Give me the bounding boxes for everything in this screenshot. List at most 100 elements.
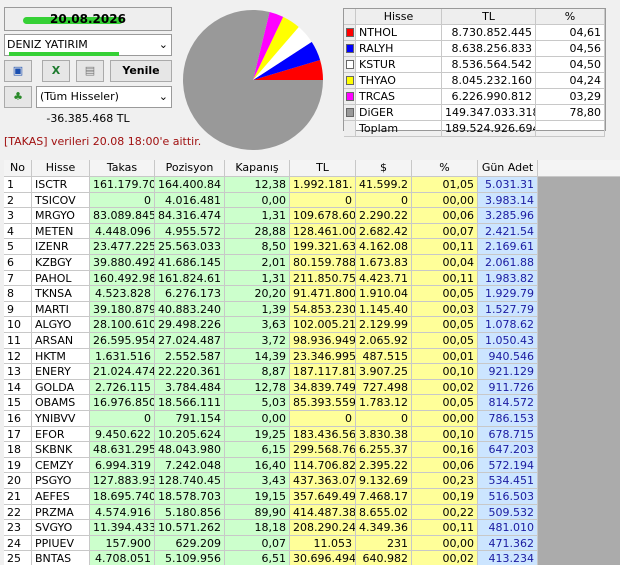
total-name: Toplam (356, 121, 442, 137)
table-cell: 114.706.82 (290, 457, 356, 474)
column-header: Hisse (32, 160, 90, 177)
table-cell: 22 (4, 504, 32, 521)
table-cell: 00,05 (412, 317, 478, 333)
table-cell: 54.853.230 (290, 301, 356, 318)
legend-pct: 78,80 (536, 105, 605, 121)
group-button[interactable]: ♣ (4, 86, 32, 108)
table-cell: 12,38 (225, 177, 290, 193)
table-cell: 00,10 (412, 426, 478, 443)
broker-select[interactable]: DENIZ YATIRIM ⌄ (4, 34, 172, 56)
swatch-color (346, 92, 354, 101)
date-box[interactable]: 20.08.2026 (4, 7, 172, 31)
table-cell: 3.830.38 (356, 426, 412, 443)
refresh-button[interactable]: Yenile (110, 60, 172, 82)
table-cell: 21.024.474 (90, 364, 155, 380)
table-cell: 161.824.61 (155, 270, 225, 287)
broker: DENIZ YATIRIM (7, 38, 88, 51)
table-cell: 786.153 (478, 411, 538, 427)
legend-header: % (536, 9, 605, 25)
table-cell: 0 (290, 411, 356, 427)
table-cell: PPIUEV (32, 535, 90, 552)
table-cell: 8.655.02 (356, 504, 412, 521)
table-cell: 27.024.487 (155, 333, 225, 349)
table-cell: 534.451 (478, 473, 538, 489)
table-cell: IZENR (32, 239, 90, 255)
swatch-color (346, 76, 354, 85)
total-pct (536, 121, 605, 137)
highlight (23, 17, 123, 24)
table-cell: 11.053 (290, 535, 356, 552)
table-cell: 00,16 (412, 442, 478, 458)
arrow: ⌄ (158, 90, 168, 103)
column-header: Gün Adet (478, 160, 538, 177)
table-cell: MARTI (32, 301, 90, 318)
table-cell: 127.883.93 (90, 473, 155, 489)
table-cell: 509.532 (478, 504, 538, 521)
column-header: $ (356, 160, 412, 177)
table-cell: 160.492.98 (90, 270, 155, 287)
pie-slice (183, 10, 323, 150)
table-cell: 18 (4, 442, 32, 458)
print-button[interactable]: ▤ (76, 60, 104, 82)
table-cell: 1.929.79 (478, 286, 538, 302)
column-header: Kapanış (225, 160, 290, 177)
table-cell: 2.065.92 (356, 333, 412, 349)
table-cell: 1.631.516 (90, 348, 155, 365)
table-cell: 00,00 (412, 535, 478, 552)
save-button[interactable]: ▣ (4, 60, 32, 82)
highlight (9, 52, 119, 56)
table-cell: PRZMA (32, 504, 90, 521)
table-cell: 1.145.40 (356, 301, 412, 318)
column-header: No (4, 160, 32, 177)
filter-select[interactable]: (Tüm Hisseler) ⌄ (36, 86, 172, 108)
table-cell: 481.010 (478, 520, 538, 536)
table-cell: HKTM (32, 348, 90, 365)
net-total: -36.385.468 TL (46, 112, 130, 125)
table-cell: 4.162.08 (356, 239, 412, 255)
table-cell: 1,39 (225, 301, 290, 318)
legend-tl: 8.730.852.445 (442, 25, 536, 41)
table-cell: TSICOV (32, 192, 90, 209)
table-cell: 00,11 (412, 239, 478, 255)
table-cell: 00,11 (412, 520, 478, 536)
legend-pct: 04,61 (536, 25, 605, 41)
table-cell: 5,03 (225, 395, 290, 411)
table-cell: 109.678.60 (290, 208, 356, 224)
table-cell: AEFES (32, 489, 90, 505)
table-cell: 11 (4, 333, 32, 349)
arrow: ⌄ (158, 38, 168, 51)
table-cell: 9 (4, 301, 32, 318)
blank-header (538, 160, 620, 177)
table-cell: 00,04 (412, 255, 478, 271)
table-cell: 3,63 (225, 317, 290, 333)
table-cell: 1.050.43 (478, 333, 538, 349)
table-cell: 102.005.21 (290, 317, 356, 333)
excel-button[interactable]: X (42, 60, 70, 82)
table-cell: 678.715 (478, 426, 538, 443)
table-cell: YNIBVV (32, 411, 90, 427)
table-cell: 7 (4, 270, 32, 287)
table-cell: 9.132.69 (356, 473, 412, 489)
table-cell: 4.349.36 (356, 520, 412, 536)
table-cell: METEN (32, 223, 90, 240)
pie-slice (253, 27, 312, 80)
legend-table: Hisse TL% NTHOL 8.730.852.445 04,61 RALYH 8.63… (343, 8, 606, 137)
table-cell: 25.563.033 (155, 239, 225, 255)
swatch (344, 89, 356, 105)
table-cell: 24 (4, 535, 32, 552)
table-cell: 572.194 (478, 457, 538, 474)
column-header: % (412, 160, 478, 177)
table-cell: 00,07 (412, 223, 478, 240)
table-cell: 17 (4, 426, 32, 443)
table-cell: 791.154 (155, 411, 225, 427)
table-cell: 00,05 (412, 286, 478, 302)
table-cell: 199.321.63 (290, 239, 356, 255)
table-cell: 20 (4, 473, 32, 489)
table-cell: 00,00 (412, 192, 478, 209)
table-cell: 1,31 (225, 270, 290, 287)
legend-tl: 8.536.564.542 (442, 57, 536, 73)
column-header: TL (290, 160, 356, 177)
swatch-color (346, 108, 354, 117)
table-cell: ARSAN (32, 333, 90, 349)
table-cell: 18,18 (225, 520, 290, 536)
